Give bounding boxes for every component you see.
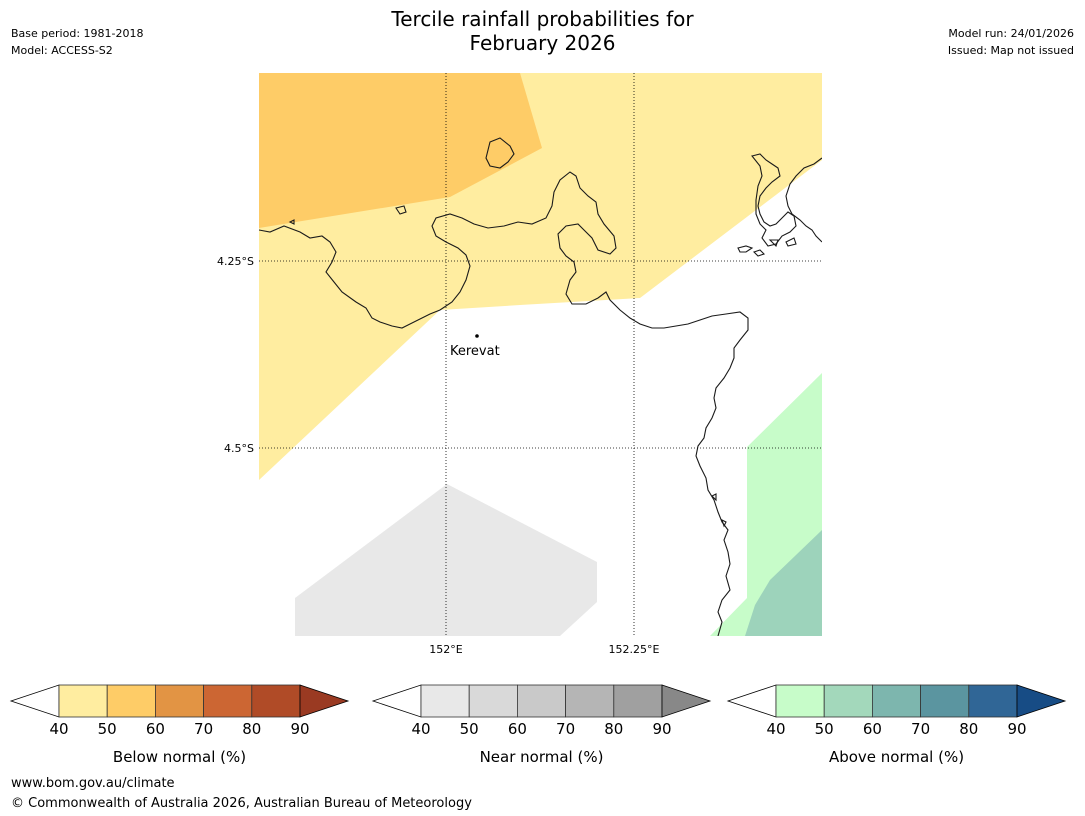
colorbar-extend-high: [299, 684, 350, 718]
colorbar-segment: [920, 684, 970, 718]
new-ireland-islands: [751, 153, 797, 247]
colorbar-segment: [775, 684, 825, 718]
lat-label-1: 4.25°S: [217, 255, 254, 268]
colorbar-tick-label: 70: [556, 720, 575, 738]
colorbar-segment: [58, 684, 108, 718]
colorbar-segment: [613, 684, 663, 718]
colorbar-extend-low: [371, 684, 422, 718]
colorbar-tick-label: 90: [1007, 720, 1026, 738]
map-title: Tercile rainfall probabilities for Febru…: [0, 7, 1085, 55]
gazelle-peninsula-coastline: [259, 171, 749, 636]
colorbar-segment: [154, 684, 204, 718]
meta-left: Base period: 1981-2018 Model: ACCESS-S2: [11, 25, 143, 59]
colorbar-segment: [968, 684, 1018, 718]
colorbar-tick-label: 50: [98, 720, 117, 738]
duke-of-york-island: [485, 137, 515, 169]
islet-east-1: [737, 245, 754, 253]
place-label-kerevat: Kerevat: [450, 344, 500, 359]
islet-east-2: [752, 249, 766, 257]
colorbar-tick-label: 40: [49, 720, 68, 738]
title-line-1: Tercile rainfall probabilities for: [391, 7, 694, 31]
colorbar-tick-label: 90: [652, 720, 671, 738]
colorbar-segment: [420, 684, 470, 718]
colorbar-tick-label: 50: [460, 720, 479, 738]
colorbar-tick-label: 70: [194, 720, 213, 738]
colorbar-tick-label: 70: [911, 720, 930, 738]
lon-label-2: 152.25°E: [609, 643, 660, 656]
meta-right: Model run: 24/01/2026 Issued: Map not is…: [948, 25, 1074, 59]
colorbar-tick-label: 40: [766, 720, 785, 738]
colorbar-segment: [468, 684, 518, 718]
colorbar-extend-low: [726, 684, 777, 718]
islet-west: [288, 219, 295, 225]
colorbar-extend-low: [9, 684, 60, 718]
forecast-map: 4.25°S 4.5°S 152°E 152.25°E Kerevat 40 50…: [9, 73, 1067, 766]
colorbar-tick-label: 60: [863, 720, 882, 738]
colorbar-above-normal: 40 50 60 70 80 90 Above normal (%): [726, 684, 1067, 766]
colorbar-tick-label: 80: [959, 720, 978, 738]
footer: www.bom.gov.au/climate © Commonwealth of…: [11, 774, 472, 814]
colorbar-segment: [565, 684, 615, 718]
colorbar-segment: [251, 684, 301, 718]
colorbar-label: Near normal (%): [480, 748, 604, 766]
colorbar-segment: [517, 684, 567, 718]
colorbar-segment: [872, 684, 922, 718]
probability-regions: [259, 73, 822, 636]
graticule: [259, 73, 822, 636]
islet-coast-2: [721, 518, 727, 528]
model-name: Model: ACCESS-S2: [11, 44, 113, 57]
lon-label-1: 152°E: [429, 643, 462, 656]
colorbar-label: Below normal (%): [113, 748, 246, 766]
colorbar-tick-label: 80: [604, 720, 623, 738]
colorbar-near-normal: 40 50 60 70 80 90 Near normal (%): [371, 684, 712, 766]
colorbar-tick-label: 60: [146, 720, 165, 738]
above-normal-50-60-region: [745, 530, 822, 636]
below-normal-50-60-region: [259, 73, 542, 228]
colorbar-extend-high: [661, 684, 712, 718]
colorbar-tick-label: 40: [411, 720, 430, 738]
colorbar-segment: [823, 684, 873, 718]
colorbar-tick-label: 60: [508, 720, 527, 738]
islet-east-4: [768, 239, 779, 248]
colorbar-segment: [203, 684, 253, 718]
colorbar-below-normal: 40 50 60 70 80 90 Below normal (%): [9, 684, 350, 766]
colorbar-tick-label: 90: [290, 720, 309, 738]
colorbar-label: Above normal (%): [829, 748, 964, 766]
islet-coast-1: [711, 493, 717, 502]
model-run: Model run: 24/01/2026: [948, 27, 1074, 40]
colorbar-segment: [106, 684, 156, 718]
footer-copyright: © Commonwealth of Australia 2026, Austra…: [11, 796, 472, 811]
colorbar-extend-high: [1016, 684, 1067, 718]
issued-status: Issued: Map not issued: [947, 44, 1074, 57]
title-line-2: February 2026: [469, 31, 616, 55]
base-period: Base period: 1981-2018: [11, 27, 144, 40]
kerevat-marker: [475, 334, 479, 338]
new-ireland-tip-coastline: [785, 157, 822, 243]
islet-east-3: [785, 237, 797, 247]
islet-north: [395, 205, 407, 215]
lat-label-2: 4.5°S: [224, 442, 254, 455]
coastlines: [259, 137, 822, 636]
colorbar-tick-label: 50: [815, 720, 834, 738]
colorbar-tick-label: 80: [242, 720, 261, 738]
footer-url: www.bom.gov.au/climate: [11, 776, 175, 791]
